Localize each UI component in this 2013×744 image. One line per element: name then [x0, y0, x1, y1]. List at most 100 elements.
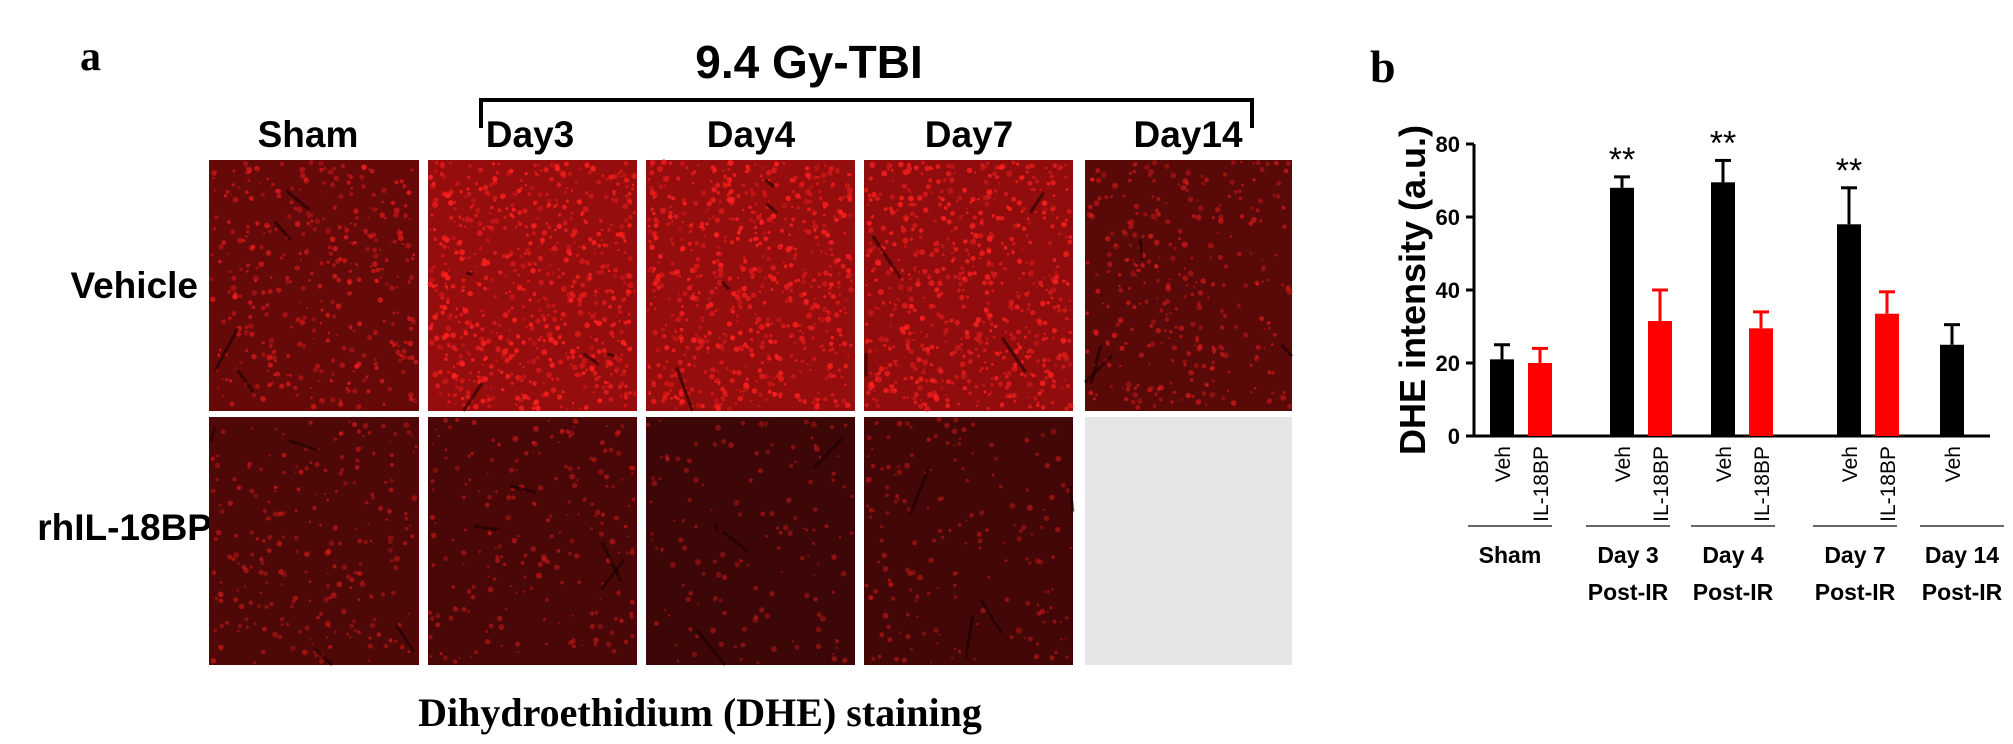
- cell-dot: [557, 441, 560, 444]
- cell-dot: [482, 184, 489, 191]
- cell-dot: [1254, 280, 1259, 285]
- cell-dot: [919, 315, 926, 321]
- cell-dot: [695, 559, 701, 566]
- cell-dot: [977, 538, 983, 544]
- cell-dot: [929, 254, 933, 258]
- cell-dot: [1024, 636, 1027, 640]
- cell-dot: [441, 297, 444, 301]
- cell-dot: [581, 371, 586, 376]
- cell-dot: [479, 336, 485, 342]
- cell-dot: [690, 248, 693, 252]
- cell-dot: [484, 355, 488, 360]
- cell-dot: [582, 245, 587, 250]
- cell-dot: [727, 276, 733, 281]
- cell-dot: [588, 237, 593, 242]
- cell-dot: [444, 275, 451, 281]
- cell-dot: [718, 262, 724, 268]
- cell-dot: [756, 267, 763, 273]
- cell-dot: [372, 207, 377, 212]
- cell-dot: [267, 382, 272, 388]
- cell-dot: [232, 477, 237, 482]
- cell-dot: [995, 351, 1000, 357]
- cell-dot: [572, 644, 576, 649]
- cell-dot: [945, 441, 950, 445]
- cell-dot: [318, 611, 324, 617]
- cell-dot: [617, 172, 621, 175]
- cell-dot: [314, 493, 317, 496]
- cell-dot: [588, 193, 594, 199]
- cell-dot: [1170, 358, 1175, 363]
- cell-dot: [812, 223, 819, 230]
- cell-dot: [408, 524, 412, 527]
- cell-dot: [799, 370, 802, 373]
- cell-dot: [607, 228, 611, 232]
- cell-dot: [1027, 504, 1033, 511]
- cell-dot: [601, 385, 606, 390]
- cell-dot: [710, 197, 716, 203]
- bar: [1749, 328, 1773, 436]
- cell-dot: [648, 229, 652, 234]
- cell-dot: [1054, 270, 1058, 274]
- cell-dot: [466, 589, 472, 594]
- cell-dot: [694, 524, 698, 529]
- cell-dot: [754, 202, 758, 206]
- cell-dot: [965, 211, 969, 215]
- cell-dot: [604, 263, 610, 269]
- cell-dot: [735, 388, 739, 391]
- cell-dot: [1009, 332, 1013, 336]
- cell-dot: [440, 334, 444, 338]
- cell-dot: [623, 218, 629, 223]
- cell-dot: [468, 164, 472, 168]
- cell-dot: [444, 262, 447, 265]
- cell-dot: [834, 167, 841, 174]
- vessel-streak: [720, 280, 730, 291]
- cell-dot: [735, 217, 739, 221]
- cell-dot: [974, 384, 979, 389]
- cell-dot: [843, 232, 846, 235]
- cell-dot: [558, 530, 562, 534]
- cell-dot: [689, 284, 693, 288]
- cell-dot: [449, 161, 452, 165]
- cell-dot: [804, 419, 809, 425]
- cell-dot: [1044, 376, 1048, 380]
- cell-dot: [545, 597, 550, 602]
- cell-dot: [486, 472, 489, 475]
- cell-dot: [770, 288, 774, 291]
- cell-dot: [571, 638, 576, 644]
- cell-dot: [824, 252, 827, 255]
- cell-dot: [319, 322, 322, 325]
- cell-dot: [775, 373, 781, 379]
- cell-dot: [814, 235, 819, 240]
- cell-dot: [306, 221, 310, 226]
- cell-dot: [560, 429, 564, 433]
- cell-dot: [594, 376, 599, 382]
- y-axis-label: DHE intensity (a.u.): [1392, 125, 1433, 455]
- cell-dot: [969, 512, 974, 518]
- cell-dot: [507, 309, 511, 314]
- cell-dot: [845, 402, 851, 409]
- vessel-streak: [465, 271, 473, 276]
- cell-dot: [651, 380, 656, 385]
- cell-dot: [372, 329, 379, 336]
- cell-dot: [839, 309, 843, 313]
- cell-dot: [913, 251, 919, 258]
- cell-dot: [803, 298, 809, 304]
- cell-dot: [1259, 166, 1265, 172]
- cell-dot: [271, 355, 277, 361]
- cell-dot: [813, 165, 820, 172]
- cell-dot: [1146, 259, 1152, 264]
- cell-dot: [991, 289, 995, 293]
- cell-dot: [1006, 381, 1012, 387]
- cell-dot: [1027, 636, 1033, 642]
- cell-dot: [1236, 303, 1241, 308]
- cell-dot: [650, 532, 654, 536]
- cell-dot: [331, 263, 336, 268]
- cell-dot: [585, 368, 588, 372]
- cell-dot: [798, 323, 802, 328]
- cell-dot: [270, 381, 275, 385]
- cell-dot: [218, 348, 222, 352]
- cell-dot: [357, 538, 363, 544]
- cell-dot: [791, 205, 794, 208]
- cell-dot: [793, 257, 796, 260]
- cell-dot: [218, 503, 222, 507]
